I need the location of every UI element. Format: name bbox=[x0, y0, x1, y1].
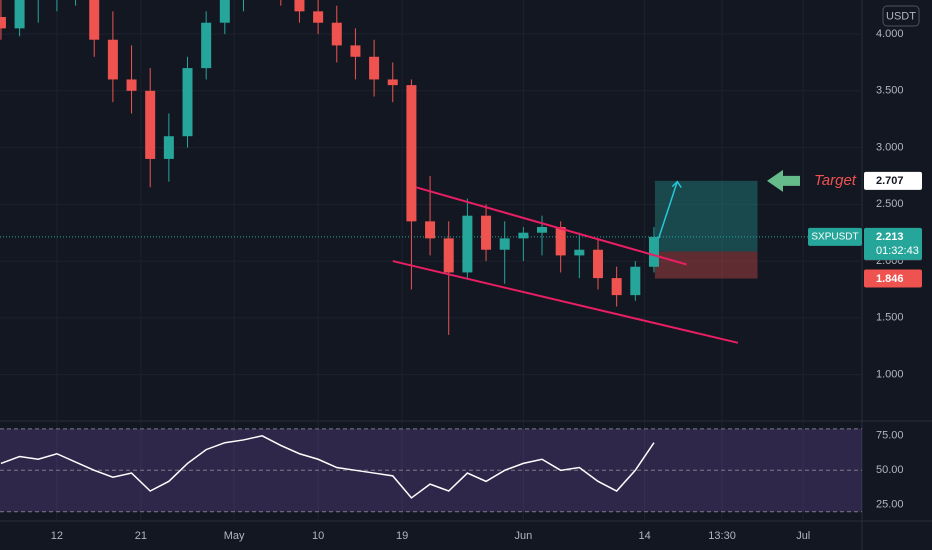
x-tick-label: Jun bbox=[514, 530, 532, 542]
candle-body bbox=[331, 22, 342, 46]
candle-body bbox=[294, 0, 305, 12]
y-tick-label: 3.000 bbox=[876, 141, 904, 153]
price-tag bbox=[864, 171, 922, 190]
candle-body bbox=[163, 136, 174, 159]
y-tick-label: 3.500 bbox=[876, 85, 904, 97]
trendline bbox=[392, 260, 739, 344]
candle-body bbox=[481, 215, 492, 250]
candle-body bbox=[592, 249, 603, 279]
x-tick-label: 12 bbox=[51, 530, 63, 542]
candle-body bbox=[14, 0, 25, 29]
x-tick-label: 13:30 bbox=[708, 530, 736, 542]
currency[interactable]: USDT bbox=[886, 10, 916, 22]
price-tag-label: 1.846 bbox=[876, 273, 904, 285]
candle-body bbox=[611, 278, 622, 296]
candle-body bbox=[0, 17, 6, 29]
x-tick-label: 14 bbox=[639, 530, 651, 542]
y-tick-label: 4.000 bbox=[876, 28, 904, 40]
symbol-tag bbox=[808, 227, 862, 246]
candle-body bbox=[89, 0, 100, 40]
candle-body bbox=[182, 68, 193, 137]
y-tick-label: 2.500 bbox=[876, 198, 904, 210]
stop-zone bbox=[654, 251, 758, 279]
candle-body bbox=[313, 11, 324, 23]
trendline bbox=[415, 186, 687, 266]
y-tick-label: 1.500 bbox=[876, 312, 904, 324]
rsi-tick-label: 75.00 bbox=[876, 430, 904, 442]
candle-body bbox=[630, 266, 641, 296]
projection-arrow bbox=[657, 181, 678, 239]
x-tick-label: May bbox=[224, 530, 245, 542]
last-price-label: 2.213 bbox=[876, 231, 904, 243]
candle-body bbox=[350, 45, 361, 57]
target-text: Target bbox=[814, 172, 857, 189]
y-tick-label: 1.000 bbox=[876, 369, 904, 381]
candle-body bbox=[387, 79, 398, 86]
candle-body bbox=[107, 39, 118, 80]
candle-body bbox=[648, 236, 659, 267]
candle-body bbox=[462, 215, 473, 273]
candle-body bbox=[443, 238, 454, 273]
candle-body bbox=[555, 227, 566, 256]
candle-body bbox=[201, 22, 212, 69]
candle-body bbox=[425, 221, 436, 239]
symbol-label: SXPUSDT bbox=[811, 232, 858, 243]
candle-body bbox=[537, 227, 548, 233]
rsi-line bbox=[0, 435, 655, 499]
rsi-tick-label: 25.00 bbox=[876, 499, 904, 511]
rsi-tick-label: 50.00 bbox=[876, 464, 904, 476]
x-tick-label: Jul bbox=[796, 530, 810, 542]
arrow-head bbox=[671, 180, 682, 189]
currency-box[interactable] bbox=[882, 5, 920, 27]
candle-body bbox=[145, 90, 156, 159]
candle-body bbox=[518, 232, 529, 239]
candle-body bbox=[369, 56, 380, 80]
price-tag-label: 2.707 bbox=[876, 175, 904, 187]
candle-body bbox=[219, 0, 230, 23]
x-tick-label: 21 bbox=[135, 530, 147, 542]
candle-body bbox=[499, 238, 510, 250]
target-arrow bbox=[767, 169, 800, 192]
candle-body bbox=[574, 249, 585, 256]
x-tick-label: 19 bbox=[396, 530, 408, 542]
candle-body bbox=[406, 85, 417, 222]
x-tick-label: 10 bbox=[312, 530, 324, 542]
target-zone bbox=[654, 180, 758, 252]
candle-body bbox=[126, 79, 137, 91]
last-price-tag bbox=[864, 227, 922, 260]
countdown: 01:32:43 bbox=[876, 245, 919, 257]
price-tag bbox=[864, 269, 922, 288]
